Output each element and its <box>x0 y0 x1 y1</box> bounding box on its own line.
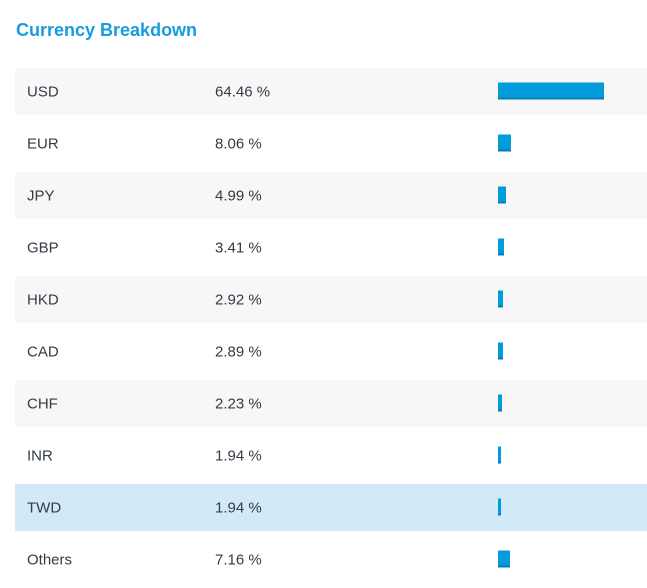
currency-percent: 2.89 % <box>215 343 262 360</box>
bar-track <box>498 498 647 517</box>
currency-percent: 1.94 % <box>215 499 262 516</box>
currency-bar <box>498 238 504 255</box>
currency-bar <box>498 134 512 151</box>
bar-track <box>498 394 647 413</box>
currency-percent: 2.92 % <box>215 291 262 308</box>
currency-bar <box>498 342 503 359</box>
currency-percent: 8.06 % <box>215 135 262 152</box>
table-row[interactable]: TWD 1.94 % <box>15 484 647 531</box>
currency-label: CAD <box>27 343 59 360</box>
currency-bar <box>498 82 604 99</box>
currency-label: TWD <box>27 499 62 516</box>
currency-label: HKD <box>27 291 59 308</box>
table-row[interactable]: CAD 2.89 % <box>15 328 647 375</box>
currency-bar <box>498 186 507 203</box>
currency-bar <box>498 394 502 411</box>
section-title: Currency Breakdown <box>16 20 198 40</box>
table-row[interactable]: USD 64.46 % <box>15 68 647 115</box>
currency-label: INR <box>27 447 53 464</box>
currency-label: Others <box>27 551 73 568</box>
currency-label: GBP <box>27 239 59 256</box>
bar-track <box>498 342 647 361</box>
bar-track <box>498 290 647 309</box>
currency-percent: 7.16 % <box>215 551 262 568</box>
currency-percent: 1.94 % <box>215 447 262 464</box>
bar-track <box>498 446 647 465</box>
bar-track <box>498 186 647 205</box>
currency-bar <box>498 498 502 515</box>
table-row[interactable]: HKD 2.92 % <box>15 276 647 323</box>
bar-track <box>498 238 647 257</box>
currency-percent: 4.99 % <box>215 187 262 204</box>
currency-bar <box>498 290 503 307</box>
currency-label: JPY <box>27 187 55 204</box>
bar-track <box>498 134 647 153</box>
currency-percent: 3.41 % <box>215 239 262 256</box>
table-row[interactable]: JPY 4.99 % <box>15 172 647 219</box>
currency-label: EUR <box>27 135 59 152</box>
table-row[interactable]: Others 7.16 % <box>15 536 647 583</box>
currency-bar <box>498 446 502 463</box>
table-row[interactable]: EUR 8.06 % <box>15 120 647 167</box>
bar-track <box>498 82 647 101</box>
table-row[interactable]: GBP 3.41 % <box>15 224 647 271</box>
currency-percent: 64.46 % <box>215 83 271 100</box>
currency-table: USD 64.46 % EUR 8.06 % JPY 4.99 % GBP 3.… <box>15 68 647 588</box>
table-row[interactable]: INR 1.94 % <box>15 432 647 479</box>
currency-percent: 2.23 % <box>215 395 262 412</box>
currency-label: USD <box>27 83 59 100</box>
table-row[interactable]: CHF 2.23 % <box>15 380 647 427</box>
currency-label: CHF <box>27 395 58 412</box>
bar-track <box>498 550 647 569</box>
currency-bar <box>498 550 510 567</box>
